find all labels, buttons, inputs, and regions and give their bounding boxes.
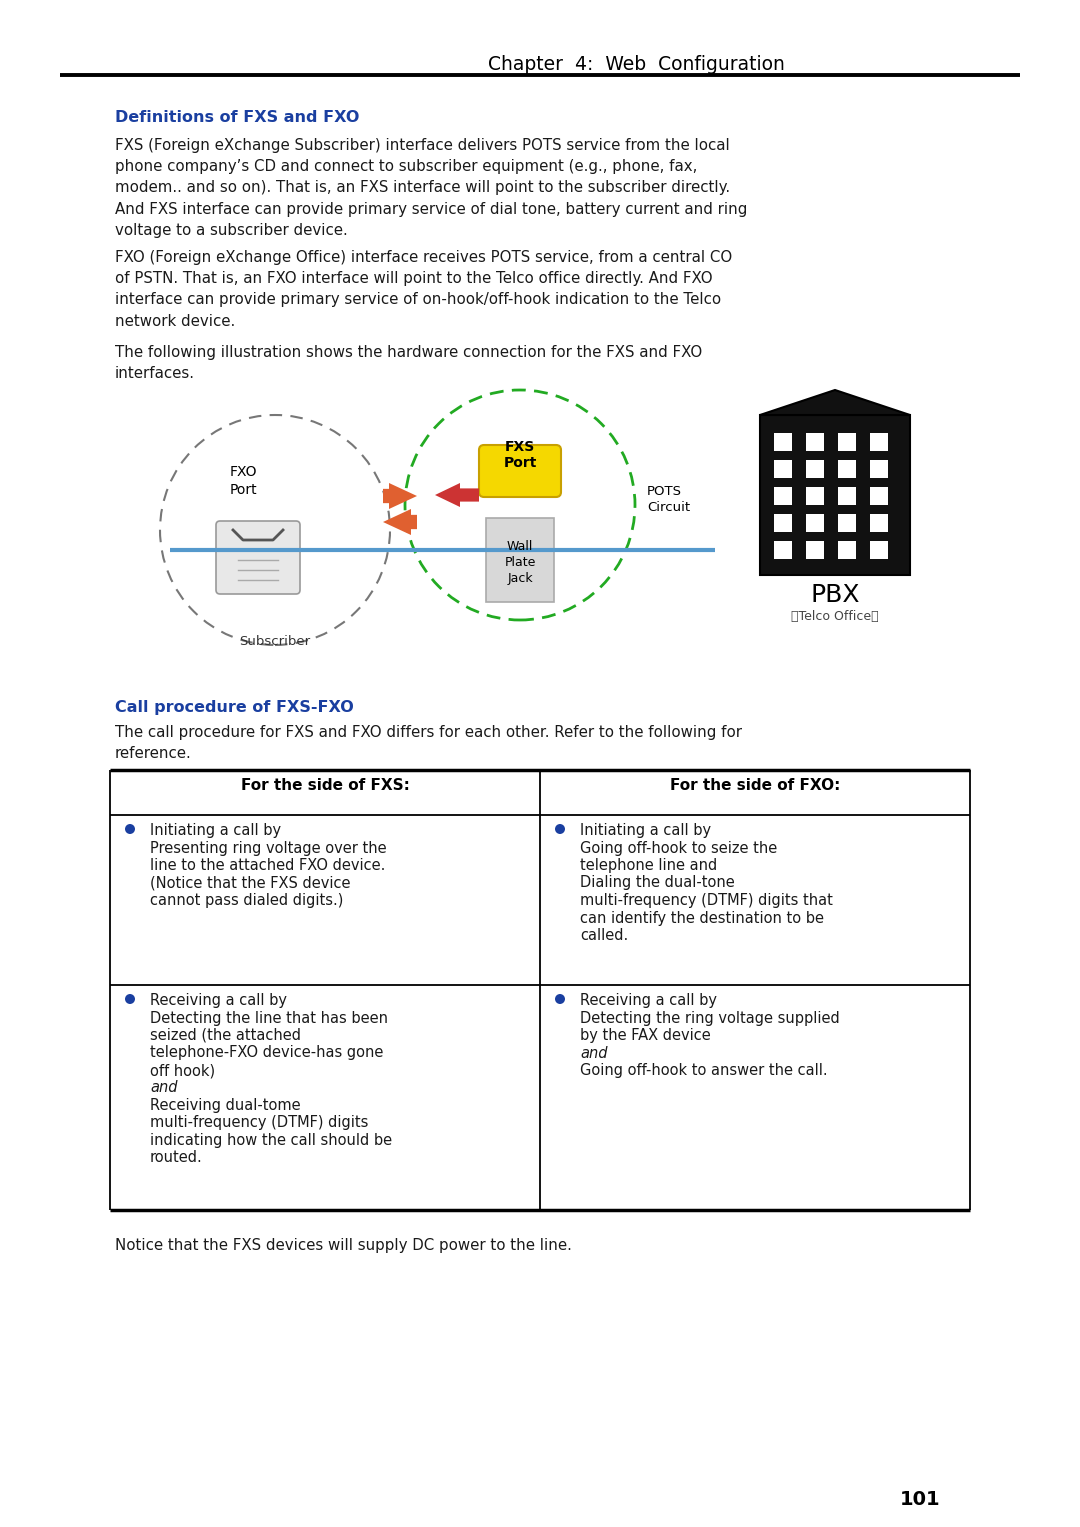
FancyBboxPatch shape <box>838 487 856 505</box>
Text: cannot pass dialed digits.): cannot pass dialed digits.) <box>150 893 343 909</box>
Text: For the side of FXS:: For the side of FXS: <box>241 777 409 793</box>
FancyBboxPatch shape <box>774 460 792 478</box>
Text: POTS
Circuit: POTS Circuit <box>647 486 690 515</box>
Text: Receiving dual-tome: Receiving dual-tome <box>150 1098 300 1113</box>
FancyBboxPatch shape <box>774 434 792 450</box>
Polygon shape <box>435 483 480 507</box>
FancyBboxPatch shape <box>774 541 792 559</box>
Text: can identify the destination to be: can identify the destination to be <box>580 910 824 925</box>
FancyBboxPatch shape <box>838 515 856 531</box>
Text: and: and <box>150 1081 177 1095</box>
FancyBboxPatch shape <box>486 518 554 602</box>
FancyBboxPatch shape <box>870 460 888 478</box>
Text: For the side of FXO:: For the side of FXO: <box>670 777 840 793</box>
Text: Detecting the line that has been: Detecting the line that has been <box>150 1011 388 1026</box>
Text: off hook): off hook) <box>150 1063 215 1078</box>
Polygon shape <box>383 483 417 508</box>
FancyBboxPatch shape <box>774 487 792 505</box>
Polygon shape <box>760 389 910 415</box>
Text: Wall
Plate
Jack: Wall Plate Jack <box>504 541 536 585</box>
Text: 101: 101 <box>900 1490 941 1509</box>
Text: FXS
Port: FXS Port <box>503 440 537 470</box>
FancyBboxPatch shape <box>838 434 856 450</box>
FancyBboxPatch shape <box>870 515 888 531</box>
Text: (Notice that the FXS device: (Notice that the FXS device <box>150 875 351 890</box>
Text: called.: called. <box>580 928 629 944</box>
FancyBboxPatch shape <box>870 487 888 505</box>
FancyBboxPatch shape <box>838 460 856 478</box>
Text: Chapter  4:  Web  Configuration: Chapter 4: Web Configuration <box>488 55 785 73</box>
FancyBboxPatch shape <box>774 515 792 531</box>
Text: multi-frequency (DTMF) digits that: multi-frequency (DTMF) digits that <box>580 893 833 909</box>
FancyBboxPatch shape <box>870 541 888 559</box>
Text: Receiving a call by: Receiving a call by <box>580 993 717 1008</box>
Text: Definitions of FXS and FXO: Definitions of FXS and FXO <box>114 110 360 125</box>
Text: The call procedure for FXS and FXO differs for each other. Refer to the followin: The call procedure for FXS and FXO diffe… <box>114 725 742 762</box>
Circle shape <box>555 994 565 1003</box>
FancyBboxPatch shape <box>870 434 888 450</box>
Text: telephone-FXO device-has gone: telephone-FXO device-has gone <box>150 1046 383 1060</box>
Text: FXS (Foreign eXchange Subscriber) interface delivers POTS service from the local: FXS (Foreign eXchange Subscriber) interf… <box>114 137 747 238</box>
Text: PBX: PBX <box>810 583 860 608</box>
Text: multi-frequency (DTMF) digits: multi-frequency (DTMF) digits <box>150 1116 368 1130</box>
Text: line to the attached FXO device.: line to the attached FXO device. <box>150 858 386 873</box>
Text: Receiving a call by: Receiving a call by <box>150 993 287 1008</box>
Text: Initiating a call by: Initiating a call by <box>580 823 711 838</box>
Text: Notice that the FXS devices will supply DC power to the line.: Notice that the FXS devices will supply … <box>114 1238 572 1254</box>
FancyBboxPatch shape <box>806 487 824 505</box>
FancyBboxPatch shape <box>806 515 824 531</box>
Circle shape <box>555 825 565 834</box>
Text: Subscriber: Subscriber <box>240 635 311 647</box>
Text: The following illustration shows the hardware connection for the FXS and FXO
int: The following illustration shows the har… <box>114 345 702 382</box>
Text: Initiating a call by: Initiating a call by <box>150 823 281 838</box>
FancyBboxPatch shape <box>216 521 300 594</box>
Polygon shape <box>760 415 910 576</box>
FancyBboxPatch shape <box>480 444 561 496</box>
Circle shape <box>125 994 135 1003</box>
FancyBboxPatch shape <box>806 541 824 559</box>
Circle shape <box>125 825 135 834</box>
Text: Dialing the dual-tone: Dialing the dual-tone <box>580 875 734 890</box>
Text: （Telco Office）: （Telco Office） <box>792 609 879 623</box>
Text: and: and <box>580 1046 607 1060</box>
Text: Going off-hook to seize the: Going off-hook to seize the <box>580 840 778 855</box>
Text: Going off-hook to answer the call.: Going off-hook to answer the call. <box>580 1063 827 1078</box>
Text: telephone line and: telephone line and <box>580 858 717 873</box>
FancyBboxPatch shape <box>838 541 856 559</box>
Text: Presenting ring voltage over the: Presenting ring voltage over the <box>150 840 387 855</box>
Text: FXO
Port: FXO Port <box>230 466 258 498</box>
FancyBboxPatch shape <box>806 434 824 450</box>
Text: FXO (Foreign eXchange Office) interface receives POTS service, from a central CO: FXO (Foreign eXchange Office) interface … <box>114 250 732 328</box>
FancyBboxPatch shape <box>806 460 824 478</box>
Text: by the FAX device: by the FAX device <box>580 1028 711 1043</box>
Text: seized (the attached: seized (the attached <box>150 1028 301 1043</box>
Text: routed.: routed. <box>150 1150 203 1165</box>
Text: Call procedure of FXS-FXO: Call procedure of FXS-FXO <box>114 699 354 715</box>
Text: Detecting the ring voltage supplied: Detecting the ring voltage supplied <box>580 1011 840 1026</box>
Polygon shape <box>383 508 417 534</box>
Text: indicating how the call should be: indicating how the call should be <box>150 1133 392 1148</box>
